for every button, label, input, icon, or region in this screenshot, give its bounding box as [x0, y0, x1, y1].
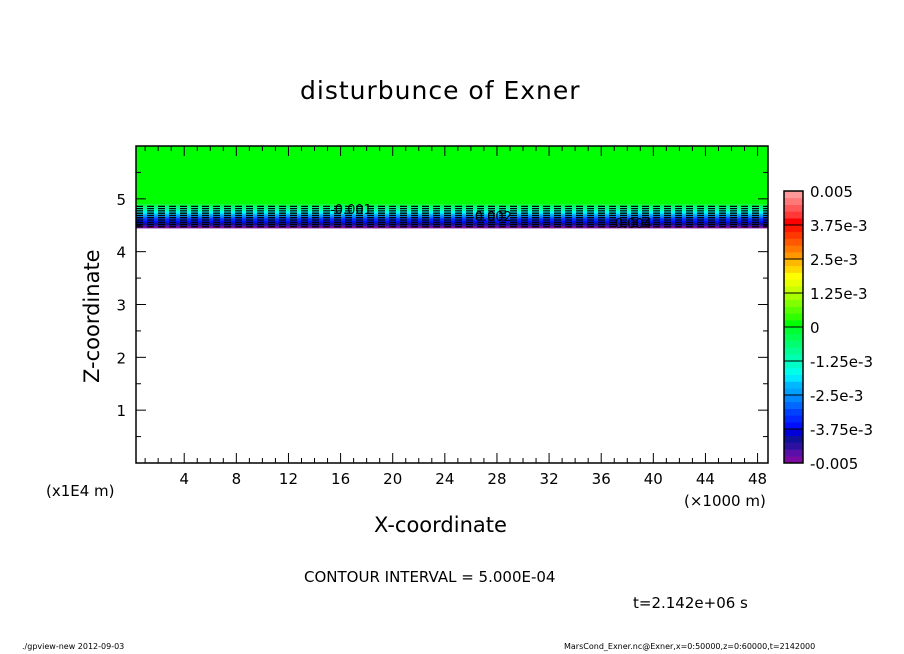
colorbar-swatch: [784, 204, 803, 212]
field-band: [136, 217, 768, 220]
colorbar-swatch: [784, 442, 803, 450]
colorbar-swatch: [784, 408, 803, 416]
colorbar-swatch: [784, 252, 803, 260]
x-tick-label: 36: [592, 470, 611, 488]
x-tick-label: 4: [179, 470, 189, 488]
x-tick-label: 24: [435, 470, 454, 488]
contour-label: -0.001: [330, 203, 372, 218]
colorbar-swatch: [784, 327, 803, 335]
x-tick-label: 32: [540, 470, 559, 488]
field-band: [136, 210, 768, 214]
colorbar-swatch: [784, 225, 803, 233]
colorbar-swatch: [784, 218, 803, 226]
field-band: [136, 212, 768, 215]
colorbar-tick-label: 0.005: [810, 183, 853, 201]
x-axis-label: X-coordinate: [374, 513, 507, 537]
field-band: [136, 214, 768, 217]
field-band: [136, 226, 768, 229]
colorbar-swatch: [784, 388, 803, 396]
colorbar-swatch: [784, 286, 803, 294]
colorbar-swatch: [784, 293, 803, 301]
footer-right: MarsCond_Exner.nc@Exner,x=0:50000,z=0:60…: [564, 642, 816, 651]
y-tick-label: 5: [116, 191, 126, 209]
x-tick-label: 8: [232, 470, 242, 488]
colorbar-swatch: [784, 320, 803, 328]
colorbar-swatch: [784, 354, 803, 362]
colorbar-swatch: [784, 340, 803, 348]
colorbar-swatch: [784, 456, 803, 464]
colorbar-swatch: [784, 272, 803, 280]
colorbar-swatch: [784, 191, 803, 199]
time-note: t=2.142e+06 s: [633, 594, 748, 612]
colorbar-swatch: [784, 313, 803, 321]
x-tick-label: 40: [644, 470, 663, 488]
y-axis-label: Z-coordinate: [80, 249, 104, 383]
colorbar-swatch: [784, 374, 803, 382]
field-band: [136, 221, 768, 224]
field-band: [136, 222, 768, 225]
field-band: [136, 204, 768, 207]
colorbar-swatch: [784, 347, 803, 355]
colorbar-swatch: [784, 395, 803, 403]
colorbar-swatch: [784, 211, 803, 219]
colorbar-swatch: [784, 367, 803, 375]
colorbar-swatch: [784, 279, 803, 287]
colorbar-tick-label: 2.5e-3: [810, 251, 858, 269]
contour-label: -0.004: [610, 217, 652, 232]
contour-label: -0.002: [470, 210, 512, 225]
colorbar-tick-label: 0: [810, 319, 820, 337]
x-tick-label: 20: [383, 470, 402, 488]
colorbar-swatch: [784, 197, 803, 205]
field-band: [136, 224, 768, 227]
colorbar-swatch: [784, 449, 803, 457]
colorbar-swatch: [784, 422, 803, 430]
x-tick-label: 28: [487, 470, 506, 488]
field-band: [136, 216, 768, 219]
colorbar-swatch: [784, 361, 803, 369]
field-band: [136, 207, 768, 210]
contour-interval-note: CONTOUR INTERVAL = 5.000E-04: [304, 568, 556, 586]
colorbar-tick-label: 3.75e-3: [810, 217, 868, 235]
colorbar-tick-label: -0.005: [810, 455, 858, 473]
colorbar-swatch: [784, 299, 803, 307]
colorbar-swatch: [784, 259, 803, 267]
field-band: [136, 205, 768, 209]
colorbar-tick-label: 1.25e-3: [810, 285, 868, 303]
x-tick-label: 44: [696, 470, 715, 488]
field-band: [136, 209, 768, 212]
chart-title: disturbunce of Exner: [300, 76, 581, 105]
colorbar-swatch: [784, 231, 803, 239]
colorbar-swatch: [784, 381, 803, 389]
x-tick-label: 12: [279, 470, 298, 488]
y-tick-label: 2: [116, 349, 126, 367]
colorbar-tick-label: -2.5e-3: [810, 387, 863, 405]
y-tick-label: 1: [116, 402, 126, 420]
colorbar-swatch: [784, 333, 803, 341]
y-tick-label: 3: [116, 297, 126, 315]
colorbar-swatch: [784, 429, 803, 437]
colorbar-swatch: [784, 306, 803, 314]
field-band: [136, 219, 768, 222]
colorbar-swatch: [784, 401, 803, 409]
colorbar-tick-label: -1.25e-3: [810, 353, 873, 371]
x-tick-label: 48: [748, 470, 767, 488]
colorbar-tick-label: -3.75e-3: [810, 421, 873, 439]
colorbar-swatch: [784, 265, 803, 273]
colorbar-swatch: [784, 238, 803, 246]
colorbar-swatch: [784, 415, 803, 423]
colorbar-swatch: [784, 435, 803, 443]
y-unit-label: (x1E4 m): [46, 482, 115, 500]
footer-left: ./gpview-new 2012-09-03: [22, 642, 125, 651]
y-tick-label: 4: [116, 244, 126, 262]
colorbar-frame: [783, 190, 804, 464]
x-tick-label: 16: [331, 470, 350, 488]
field-fill-upper: [136, 146, 768, 205]
colorbar-swatch: [784, 245, 803, 253]
x-unit-label: (×1000 m): [684, 492, 766, 510]
